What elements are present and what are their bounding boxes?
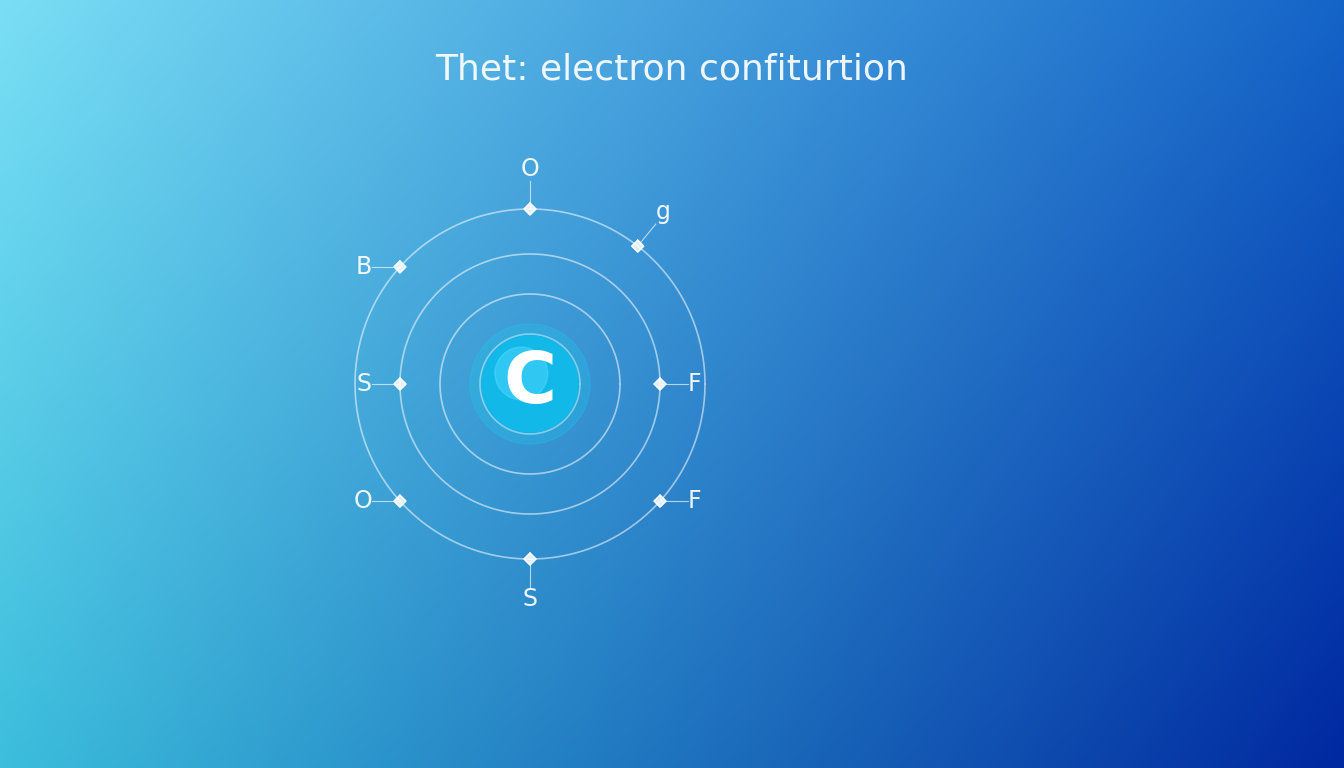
Polygon shape: [655, 495, 667, 507]
Circle shape: [470, 324, 590, 444]
Text: S: S: [523, 587, 538, 611]
Polygon shape: [632, 240, 644, 252]
Circle shape: [482, 336, 578, 432]
Text: B: B: [356, 255, 372, 279]
Text: C: C: [504, 349, 556, 419]
Polygon shape: [394, 261, 406, 273]
Text: g: g: [656, 200, 671, 224]
Polygon shape: [394, 495, 406, 507]
Text: O: O: [520, 157, 539, 181]
Polygon shape: [655, 378, 667, 390]
Text: F: F: [688, 489, 702, 513]
Polygon shape: [394, 378, 406, 390]
Text: Thet: electron confiturtion: Thet: electron confiturtion: [435, 52, 909, 86]
Polygon shape: [524, 553, 536, 565]
Text: O: O: [353, 489, 372, 513]
Polygon shape: [524, 203, 536, 215]
Circle shape: [495, 347, 548, 400]
Text: S: S: [358, 372, 372, 396]
Text: F: F: [688, 372, 702, 396]
